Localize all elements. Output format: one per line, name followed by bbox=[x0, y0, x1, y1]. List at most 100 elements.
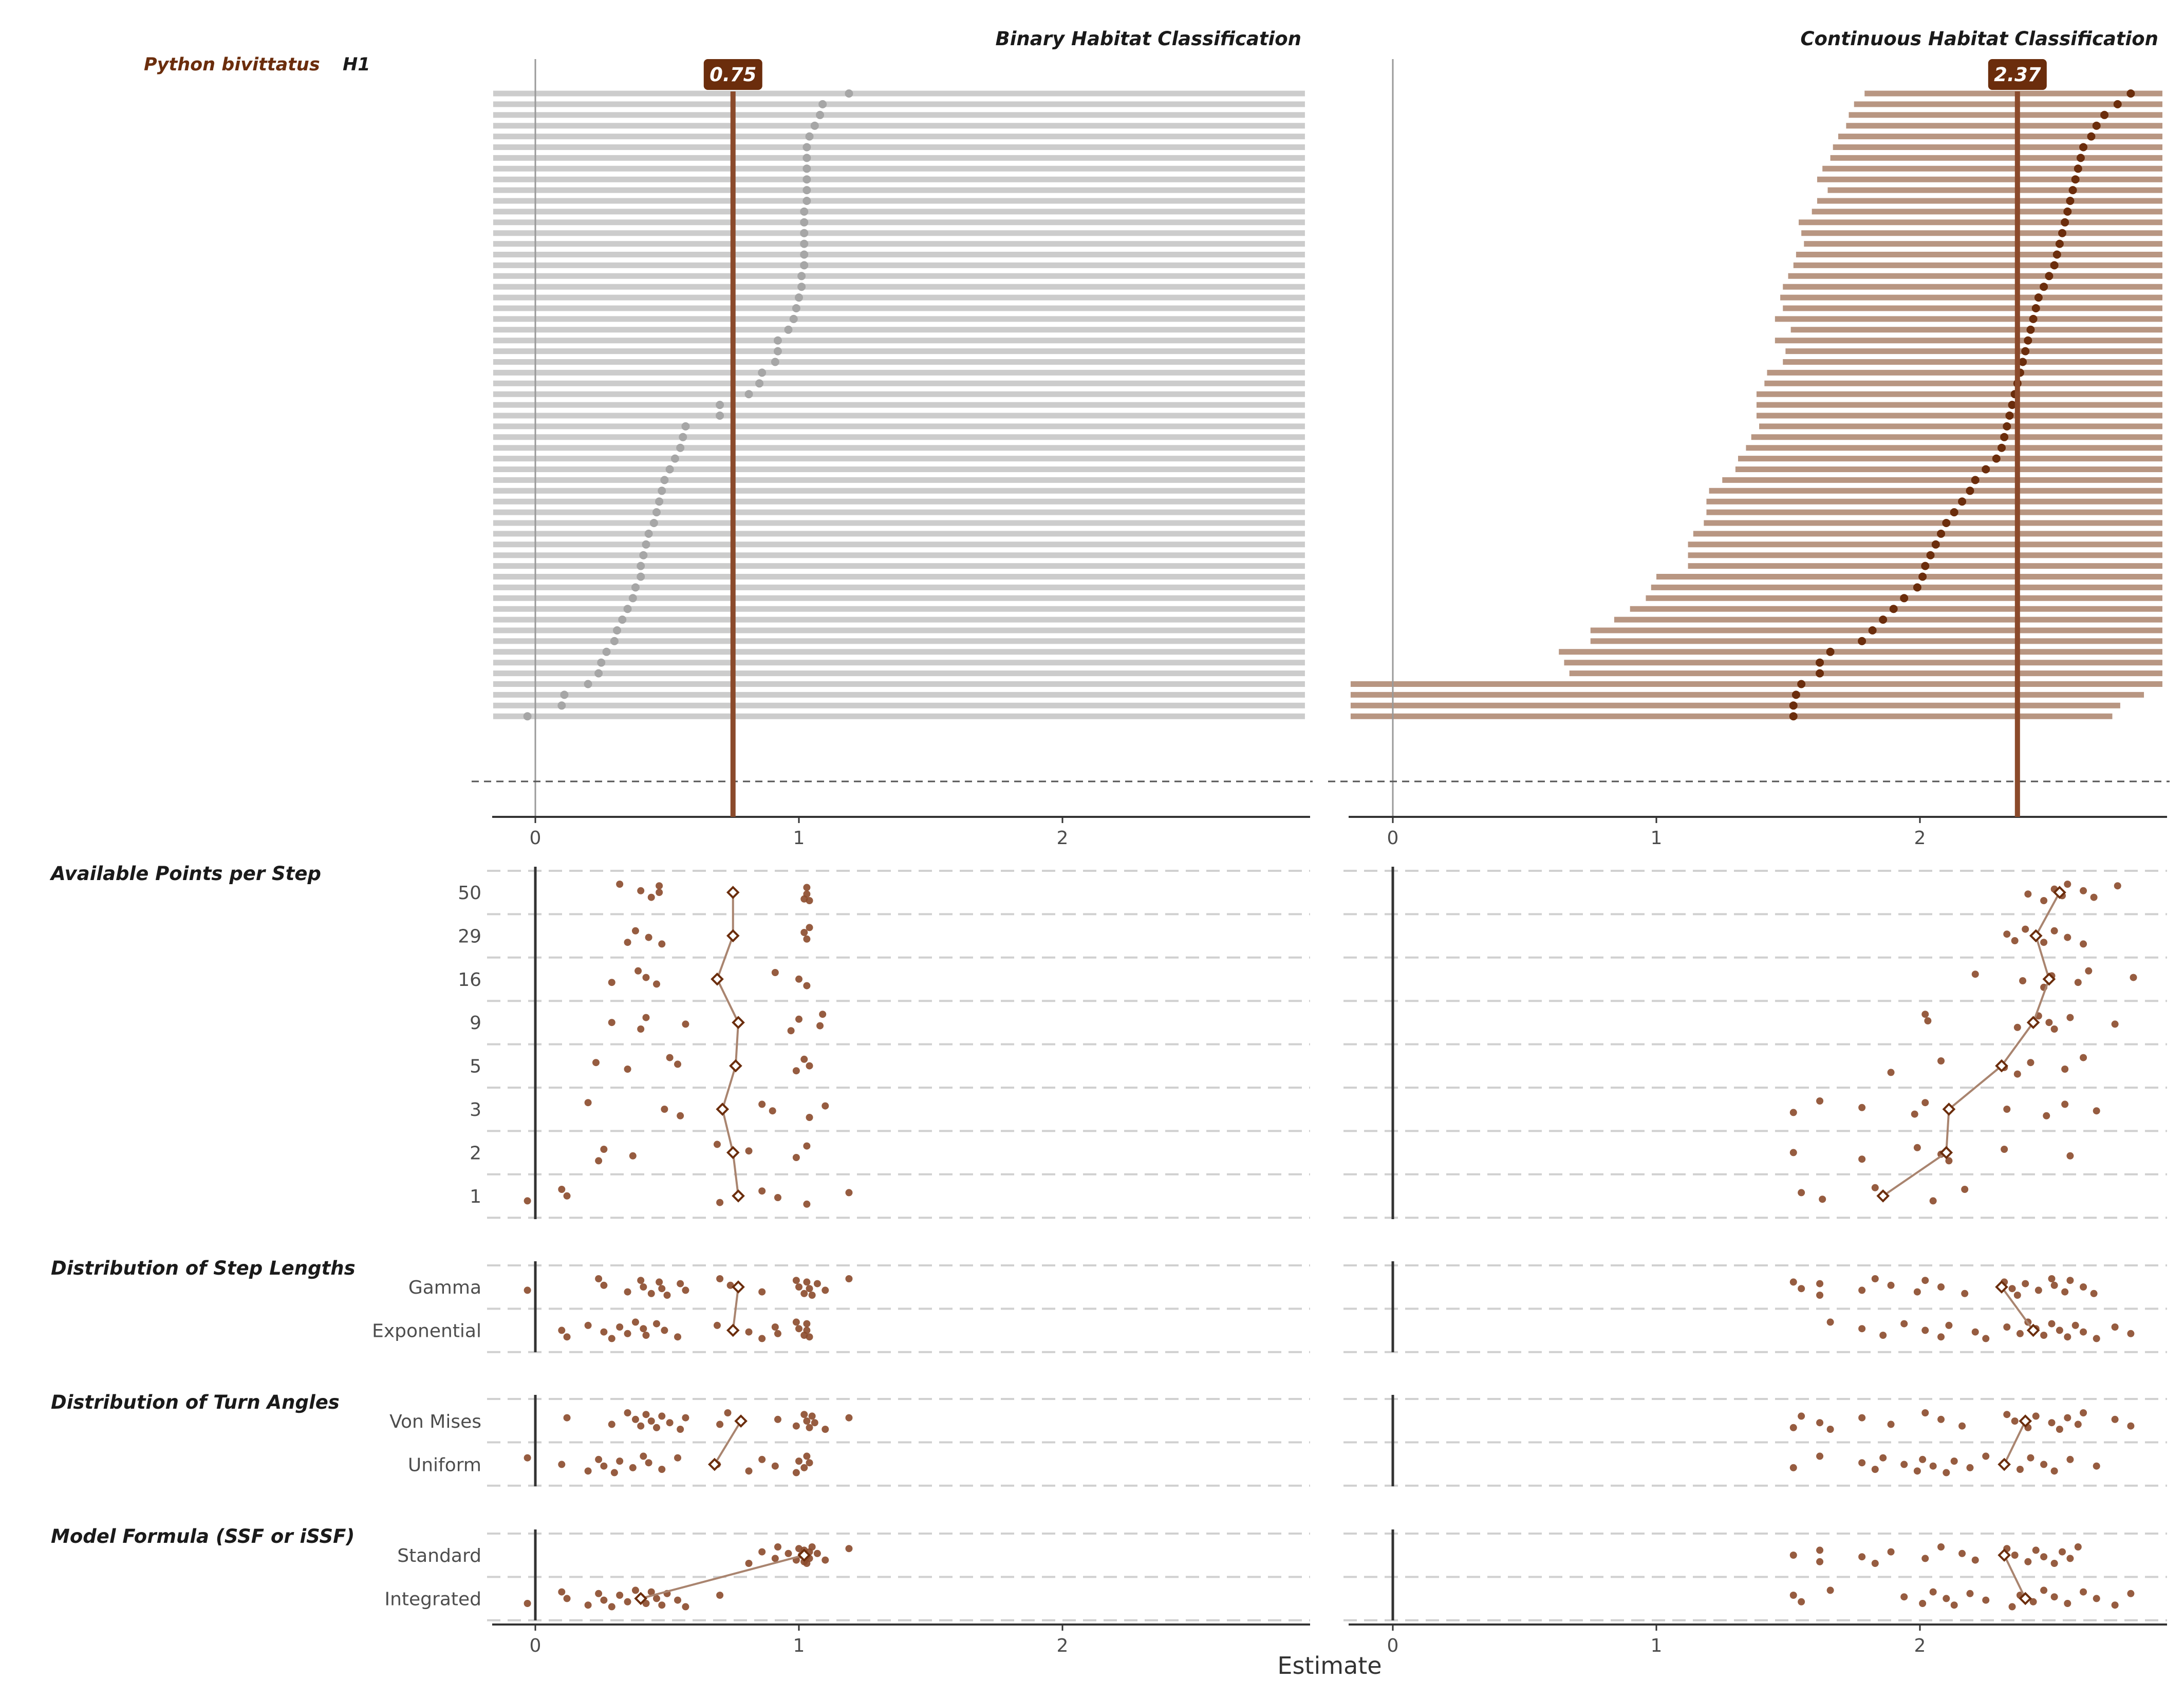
scatter-point-continuous bbox=[2013, 1023, 2021, 1031]
scatter-point-binary bbox=[624, 1330, 631, 1337]
scatter-point-continuous bbox=[1816, 1452, 1824, 1460]
scatter-point-continuous bbox=[1858, 1155, 1866, 1163]
forest-point-binary bbox=[652, 508, 661, 517]
scatter-point-binary bbox=[658, 940, 666, 948]
scatter-point-continuous bbox=[1826, 1426, 1834, 1433]
scatter-point-binary bbox=[677, 1426, 684, 1433]
scatter-point-continuous bbox=[2011, 1552, 2019, 1559]
forest-point-continuous bbox=[1816, 658, 1824, 667]
scatter-point-binary bbox=[682, 1603, 689, 1611]
scatter-point-continuous bbox=[1858, 1104, 1866, 1111]
scatter-point-continuous bbox=[2093, 1335, 2100, 1342]
mean-diamond-continuous bbox=[1942, 1103, 1956, 1116]
scatter-point-continuous bbox=[1789, 1278, 1797, 1286]
scatter-point-binary bbox=[774, 1415, 781, 1423]
scatter-point-binary bbox=[808, 1412, 816, 1420]
scatter-point-binary bbox=[795, 1458, 802, 1465]
scatter-point-continuous bbox=[2045, 1019, 2053, 1026]
scatter-point-continuous bbox=[2111, 1601, 2119, 1609]
forest-point-binary bbox=[560, 690, 569, 699]
scatter-point-binary bbox=[803, 1142, 811, 1150]
x-tick-label-bottom-continuous: 0 bbox=[1387, 1635, 1399, 1656]
scatter-point-continuous bbox=[1798, 1412, 1805, 1420]
scatter-point-binary bbox=[624, 1066, 631, 1073]
scatter-point-continuous bbox=[2080, 1054, 2087, 1061]
scatter-point-continuous bbox=[1789, 1592, 1797, 1599]
scatter-point-binary bbox=[792, 1154, 800, 1161]
mean-diamond-continuous bbox=[2026, 1323, 2040, 1337]
category-label: 50 bbox=[458, 883, 481, 904]
scatter-point-continuous bbox=[2050, 1467, 2058, 1475]
scatter-point-continuous bbox=[1900, 1593, 1908, 1601]
scatter-point-binary bbox=[677, 1280, 684, 1287]
scatter-point-binary bbox=[661, 1327, 668, 1334]
scatter-point-continuous bbox=[2071, 1321, 2079, 1329]
scatter-point-continuous bbox=[2040, 1332, 2048, 1339]
scatter-point-continuous bbox=[2090, 893, 2098, 901]
scatter-point-continuous bbox=[1966, 1464, 1974, 1471]
scatter-point-continuous bbox=[2003, 1323, 2011, 1331]
scatter-point-continuous bbox=[2048, 1419, 2056, 1427]
scatter-point-binary bbox=[524, 1454, 531, 1462]
mean-line-continuous bbox=[2001, 1286, 2034, 1331]
scatter-point-binary bbox=[608, 979, 615, 986]
scatter-point-continuous bbox=[2064, 933, 2071, 941]
scatter-point-continuous bbox=[2050, 1560, 2058, 1567]
scatter-point-binary bbox=[584, 1467, 592, 1475]
scatter-point-continuous bbox=[1913, 1144, 1921, 1151]
mean-diamond-binary bbox=[726, 1323, 740, 1337]
scatter-point-continuous bbox=[2027, 1059, 2034, 1067]
scatter-point-binary bbox=[803, 884, 811, 891]
mean-diamond-binary bbox=[734, 1414, 748, 1428]
scatter-point-continuous bbox=[2064, 1333, 2071, 1341]
category-label: 16 bbox=[458, 969, 481, 991]
scatter-point-binary bbox=[608, 1421, 615, 1428]
scatter-point-continuous bbox=[2016, 1466, 2024, 1473]
scatter-point-continuous bbox=[1879, 1332, 1887, 1339]
forest-point-binary bbox=[655, 497, 664, 506]
scatter-point-continuous bbox=[2080, 940, 2087, 948]
scatter-point-binary bbox=[745, 1147, 753, 1155]
median-label-binary: 0.75 bbox=[710, 64, 756, 86]
scatter-point-binary bbox=[845, 1545, 853, 1553]
forest-point-binary bbox=[594, 669, 603, 678]
scatter-point-binary bbox=[758, 1100, 766, 1108]
forest-point-binary bbox=[744, 390, 753, 399]
forest-point-binary bbox=[681, 422, 690, 431]
scatter-point-binary bbox=[806, 1424, 813, 1431]
scatter-point-binary bbox=[637, 1025, 645, 1033]
scatter-point-binary bbox=[558, 1327, 566, 1334]
mean-diamond-binary bbox=[732, 1280, 745, 1294]
forest-point-binary bbox=[649, 519, 658, 527]
scatter-point-binary bbox=[656, 1278, 663, 1286]
mean-line-continuous bbox=[2003, 1421, 2026, 1465]
forest-point-binary bbox=[755, 379, 764, 388]
scatter-point-binary bbox=[819, 1011, 827, 1018]
forest-point-binary bbox=[797, 272, 806, 281]
category-label: 2 bbox=[470, 1143, 481, 1164]
forest-point-continuous bbox=[2079, 143, 2088, 152]
mean-diamond-continuous bbox=[2019, 1592, 2032, 1605]
forest-point-binary bbox=[637, 572, 645, 581]
scatter-point-binary bbox=[803, 1452, 811, 1460]
scatter-point-continuous bbox=[2032, 1546, 2040, 1554]
mean-diamond-continuous bbox=[2019, 1414, 2032, 1428]
category-label: Integrated bbox=[384, 1589, 481, 1610]
median-label-continuous: 2.37 bbox=[1994, 64, 2041, 86]
mean-diamond-binary bbox=[729, 1059, 742, 1073]
forest-point-continuous bbox=[1913, 583, 1921, 592]
scatter-point-continuous bbox=[1858, 1286, 1866, 1294]
forest-point-continuous bbox=[2071, 175, 2080, 184]
forest-point-binary bbox=[602, 647, 611, 656]
scatter-point-binary bbox=[666, 1419, 674, 1427]
scatter-point-continuous bbox=[1858, 1459, 1866, 1467]
scatter-point-continuous bbox=[1789, 1552, 1797, 1559]
scatter-point-continuous bbox=[2085, 967, 2093, 975]
scatter-point-continuous bbox=[2127, 1590, 2135, 1597]
scatter-point-binary bbox=[845, 1189, 853, 1197]
scatter-point-binary bbox=[716, 1275, 724, 1282]
forest-point-continuous bbox=[1982, 465, 1990, 474]
scatter-point-continuous bbox=[1816, 1419, 1824, 1427]
scatter-point-binary bbox=[682, 1414, 689, 1422]
